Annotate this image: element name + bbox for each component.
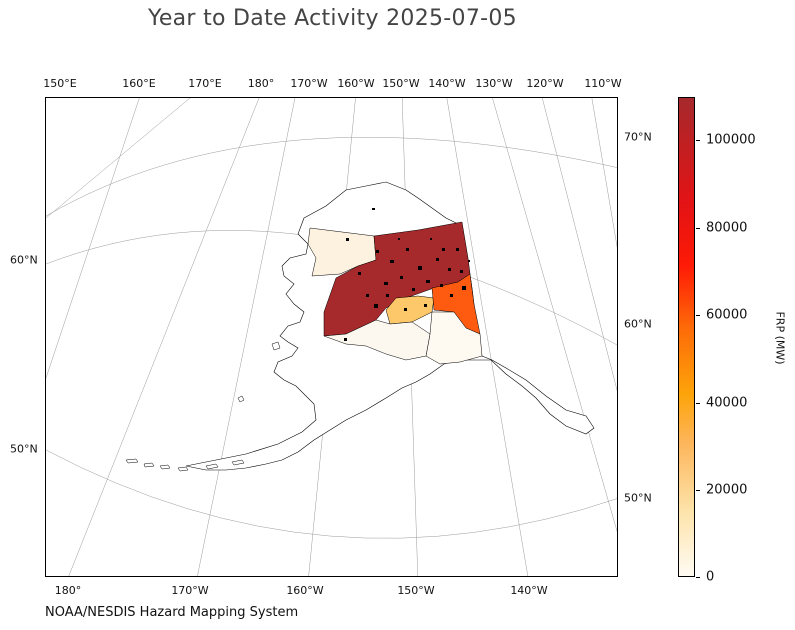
alaska-map [46, 98, 617, 576]
colorbar-tick-mark [696, 403, 700, 404]
left-tick: 60°N [10, 253, 38, 267]
fire-hotspots [344, 208, 470, 341]
top-tick: 180° [247, 77, 275, 90]
right-tick: 60°N [624, 317, 652, 331]
left-tick: 50°N [10, 442, 38, 456]
data-credit: NOAA/NESDIS Hazard Mapping System [45, 605, 299, 620]
right-tick: 50°N [624, 491, 652, 505]
top-tick: 170°E [188, 77, 222, 90]
top-tick: 130°W [475, 77, 513, 90]
colorbar-tick-mark [696, 228, 700, 229]
map-panel[interactable] [45, 97, 618, 577]
right-tick: 70°N [624, 130, 652, 144]
zone-south-central [323, 319, 431, 361]
chart-title: Year to Date Activity 2025-07-05 [148, 6, 517, 31]
colorbar-tick-label: 40000 [706, 395, 748, 411]
colorbar-tick-mark [696, 140, 700, 141]
colorbar-tick-label: 0 [706, 569, 715, 585]
colorbar-tick-mark [696, 490, 700, 491]
zone-interior [323, 221, 471, 337]
top-tick: 160°E [122, 77, 156, 90]
colorbar-tick-mark [696, 315, 700, 316]
colorbar-title: FRP (MW) [773, 311, 787, 365]
bottom-tick: 150°W [397, 584, 435, 597]
top-tick: 140°W [428, 77, 466, 90]
top-tick: 110°W [584, 77, 622, 90]
bottom-tick: 180° [54, 584, 82, 597]
top-tick: 120°W [526, 77, 564, 90]
bottom-tick: 160°W [286, 584, 324, 597]
colorbar-tick-label: 20000 [706, 482, 748, 498]
frp-colorbar [678, 97, 695, 577]
bottom-tick: 140°W [510, 584, 548, 597]
colorbar-tick-label: 80000 [706, 220, 748, 236]
top-tick: 150°W [382, 77, 420, 90]
zone-upper-tanana-southwest [385, 295, 435, 325]
bottom-tick: 170°W [171, 584, 209, 597]
top-tick: 150°E [43, 77, 77, 90]
top-tick: 160°W [337, 77, 375, 90]
colorbar-tick-label: 100000 [706, 132, 756, 148]
graticule [46, 98, 617, 576]
top-tick: 170°W [290, 77, 328, 90]
colorbar-tick-mark [696, 577, 700, 578]
colorbar-tick-label: 60000 [706, 307, 748, 323]
